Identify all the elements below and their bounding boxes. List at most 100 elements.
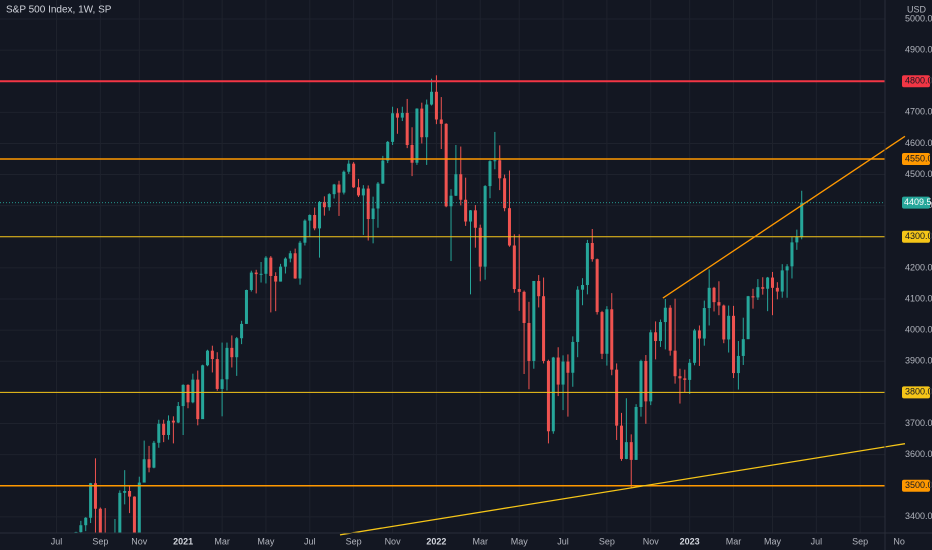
candle-body	[512, 245, 516, 290]
x-tick-label: Sep	[599, 536, 615, 546]
candle-body	[546, 360, 550, 432]
candle-body	[600, 312, 604, 354]
candle-body	[220, 379, 224, 389]
candle-body	[751, 296, 755, 298]
x-tick-label: Mar	[472, 536, 488, 546]
candle-body	[274, 275, 278, 282]
candle-body	[766, 277, 770, 289]
candle-body	[464, 199, 468, 222]
candle-body	[137, 482, 141, 533]
candle-body	[756, 287, 760, 298]
last-price-label: 4409.59	[904, 197, 932, 207]
candle-body	[303, 220, 307, 243]
candle-body	[337, 184, 341, 193]
candle-body	[517, 289, 521, 292]
candle-body	[556, 357, 560, 385]
candle-body	[581, 285, 585, 290]
candle-body	[157, 423, 161, 443]
candle-body	[235, 338, 239, 358]
candle-body	[176, 406, 180, 423]
candle-body	[746, 296, 750, 340]
candle-body	[503, 178, 507, 209]
candle-body	[225, 347, 229, 380]
candle-body	[590, 243, 594, 260]
candle-body	[639, 360, 643, 407]
candle-body	[210, 350, 214, 360]
x-tick-label: Nov	[385, 536, 402, 546]
candle-body	[619, 425, 624, 459]
candle-body	[89, 483, 93, 518]
x-tick-label: Sep	[852, 536, 868, 546]
candle-body	[800, 202, 804, 238]
x-tick-label: Mar	[726, 536, 742, 546]
candle-body	[478, 227, 482, 267]
candle-body	[162, 423, 166, 435]
candle-body	[658, 322, 662, 342]
candle-body	[342, 171, 346, 193]
candle-body	[84, 517, 88, 526]
candle-body	[522, 291, 526, 323]
candle-body	[298, 242, 302, 279]
candle-body	[668, 307, 672, 351]
candle-body	[468, 210, 473, 222]
level-label-bg	[902, 479, 930, 492]
candle-body	[420, 108, 424, 138]
candle-body	[313, 215, 317, 229]
candle-body	[327, 194, 331, 208]
candle-body	[366, 188, 370, 220]
trend-line	[662, 135, 906, 299]
y-tick-label: 4600.00	[905, 138, 932, 148]
level-label: 3800.00	[905, 387, 932, 397]
candle-body	[459, 174, 463, 200]
candle-body	[93, 483, 97, 509]
x-tick-label: 2021	[173, 536, 193, 546]
candle-body	[693, 330, 697, 363]
candle-body	[654, 332, 658, 342]
candle-body	[128, 490, 132, 497]
candle-body	[576, 289, 580, 342]
level-label: 3500.00	[905, 480, 932, 490]
candle-body	[400, 112, 404, 118]
x-tick-label: 2023	[680, 536, 700, 546]
x-tick-label: Jul	[304, 536, 316, 546]
candle-body	[717, 302, 721, 306]
last-price-bg	[902, 196, 930, 209]
candle-body	[483, 186, 487, 267]
x-tick-label: Jul	[51, 536, 63, 546]
y-tick-label: 3600.00	[905, 449, 932, 459]
x-tick-label: Nov	[131, 536, 148, 546]
candle-body	[171, 420, 175, 423]
candle-body	[376, 183, 380, 209]
candle-body	[240, 323, 244, 339]
candle-body	[259, 273, 263, 275]
candle-body	[663, 307, 667, 323]
candle-body	[790, 242, 794, 267]
candle-body	[205, 350, 210, 366]
candle-body	[308, 215, 312, 221]
candle-body	[356, 187, 360, 196]
level-label: 4800.00	[905, 76, 932, 86]
candle-body	[785, 266, 789, 271]
y-tick-label: 4000.00	[905, 325, 932, 335]
candle-body	[167, 420, 171, 435]
x-tick-label: Jul	[811, 536, 823, 546]
x-tick-label: Jul	[557, 536, 569, 546]
y-tick-label: 3400.00	[905, 511, 932, 521]
candle-body	[473, 210, 477, 228]
overlay	[0, 80, 906, 536]
candle-body	[196, 379, 200, 420]
candle-body	[79, 525, 83, 533]
candle-body	[98, 508, 102, 533]
candle-body	[147, 459, 151, 468]
candle-body	[410, 144, 414, 163]
candle-body	[332, 184, 336, 195]
candle-body	[152, 442, 156, 468]
candle-body	[254, 272, 258, 275]
y-tick-label: 4700.00	[905, 107, 932, 117]
candle-body	[722, 305, 726, 340]
y-tick-label: 4500.00	[905, 169, 932, 179]
y-tick-label: 5000.00	[905, 13, 932, 23]
x-tick-label: Sep	[346, 536, 362, 546]
candle-body	[288, 253, 292, 259]
candle-body	[132, 496, 136, 533]
